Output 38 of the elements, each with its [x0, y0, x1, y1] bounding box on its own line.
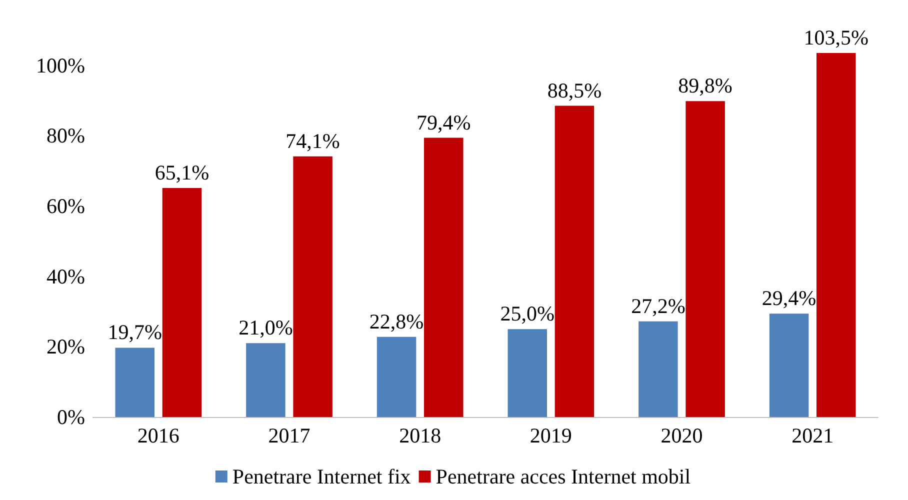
x-tick-label: 2017	[268, 424, 310, 448]
bar	[162, 188, 202, 417]
y-tick-label: 0%	[57, 405, 85, 429]
legend-label: Penetrare acces Internet mobil	[436, 464, 691, 488]
y-tick-label: 60%	[46, 194, 85, 218]
y-tick-label: 80%	[46, 124, 85, 148]
y-tick-label: 100%	[36, 53, 85, 78]
data-label: 27,2%	[631, 294, 686, 318]
data-label: 22,8%	[369, 309, 424, 334]
bar	[508, 329, 547, 417]
y-tick-label: 40%	[46, 264, 85, 288]
bar	[376, 336, 416, 417]
legend-label: Penetrare Internet fix	[232, 464, 412, 488]
x-tick-label: 2020	[660, 424, 703, 448]
bar	[769, 314, 809, 417]
data-label: 65,1%	[154, 160, 210, 185]
x-tick-label: 2018	[399, 424, 442, 448]
bar	[424, 138, 464, 417]
bar	[293, 156, 332, 417]
data-label: 19,7%	[108, 320, 162, 344]
data-label: 103,5%	[804, 26, 869, 50]
x-tick-label: 2016	[137, 424, 180, 448]
bar	[115, 348, 154, 417]
data-label: 29,4%	[762, 286, 816, 310]
bar	[246, 343, 286, 417]
data-label: 89,8%	[678, 74, 732, 98]
bar	[816, 53, 856, 417]
data-label: 79,4%	[416, 110, 471, 134]
data-label: 21,0%	[238, 316, 293, 340]
x-tick-label: 2019	[530, 424, 572, 448]
data-label: 25,0%	[500, 302, 554, 326]
y-tick-label: 20%	[46, 334, 85, 359]
bar	[638, 321, 678, 417]
data-label: 74,1%	[286, 128, 340, 153]
bar	[554, 106, 594, 417]
x-tick-label: 2021	[792, 424, 834, 448]
data-label: 88,5%	[547, 78, 602, 102]
bar	[686, 101, 725, 417]
